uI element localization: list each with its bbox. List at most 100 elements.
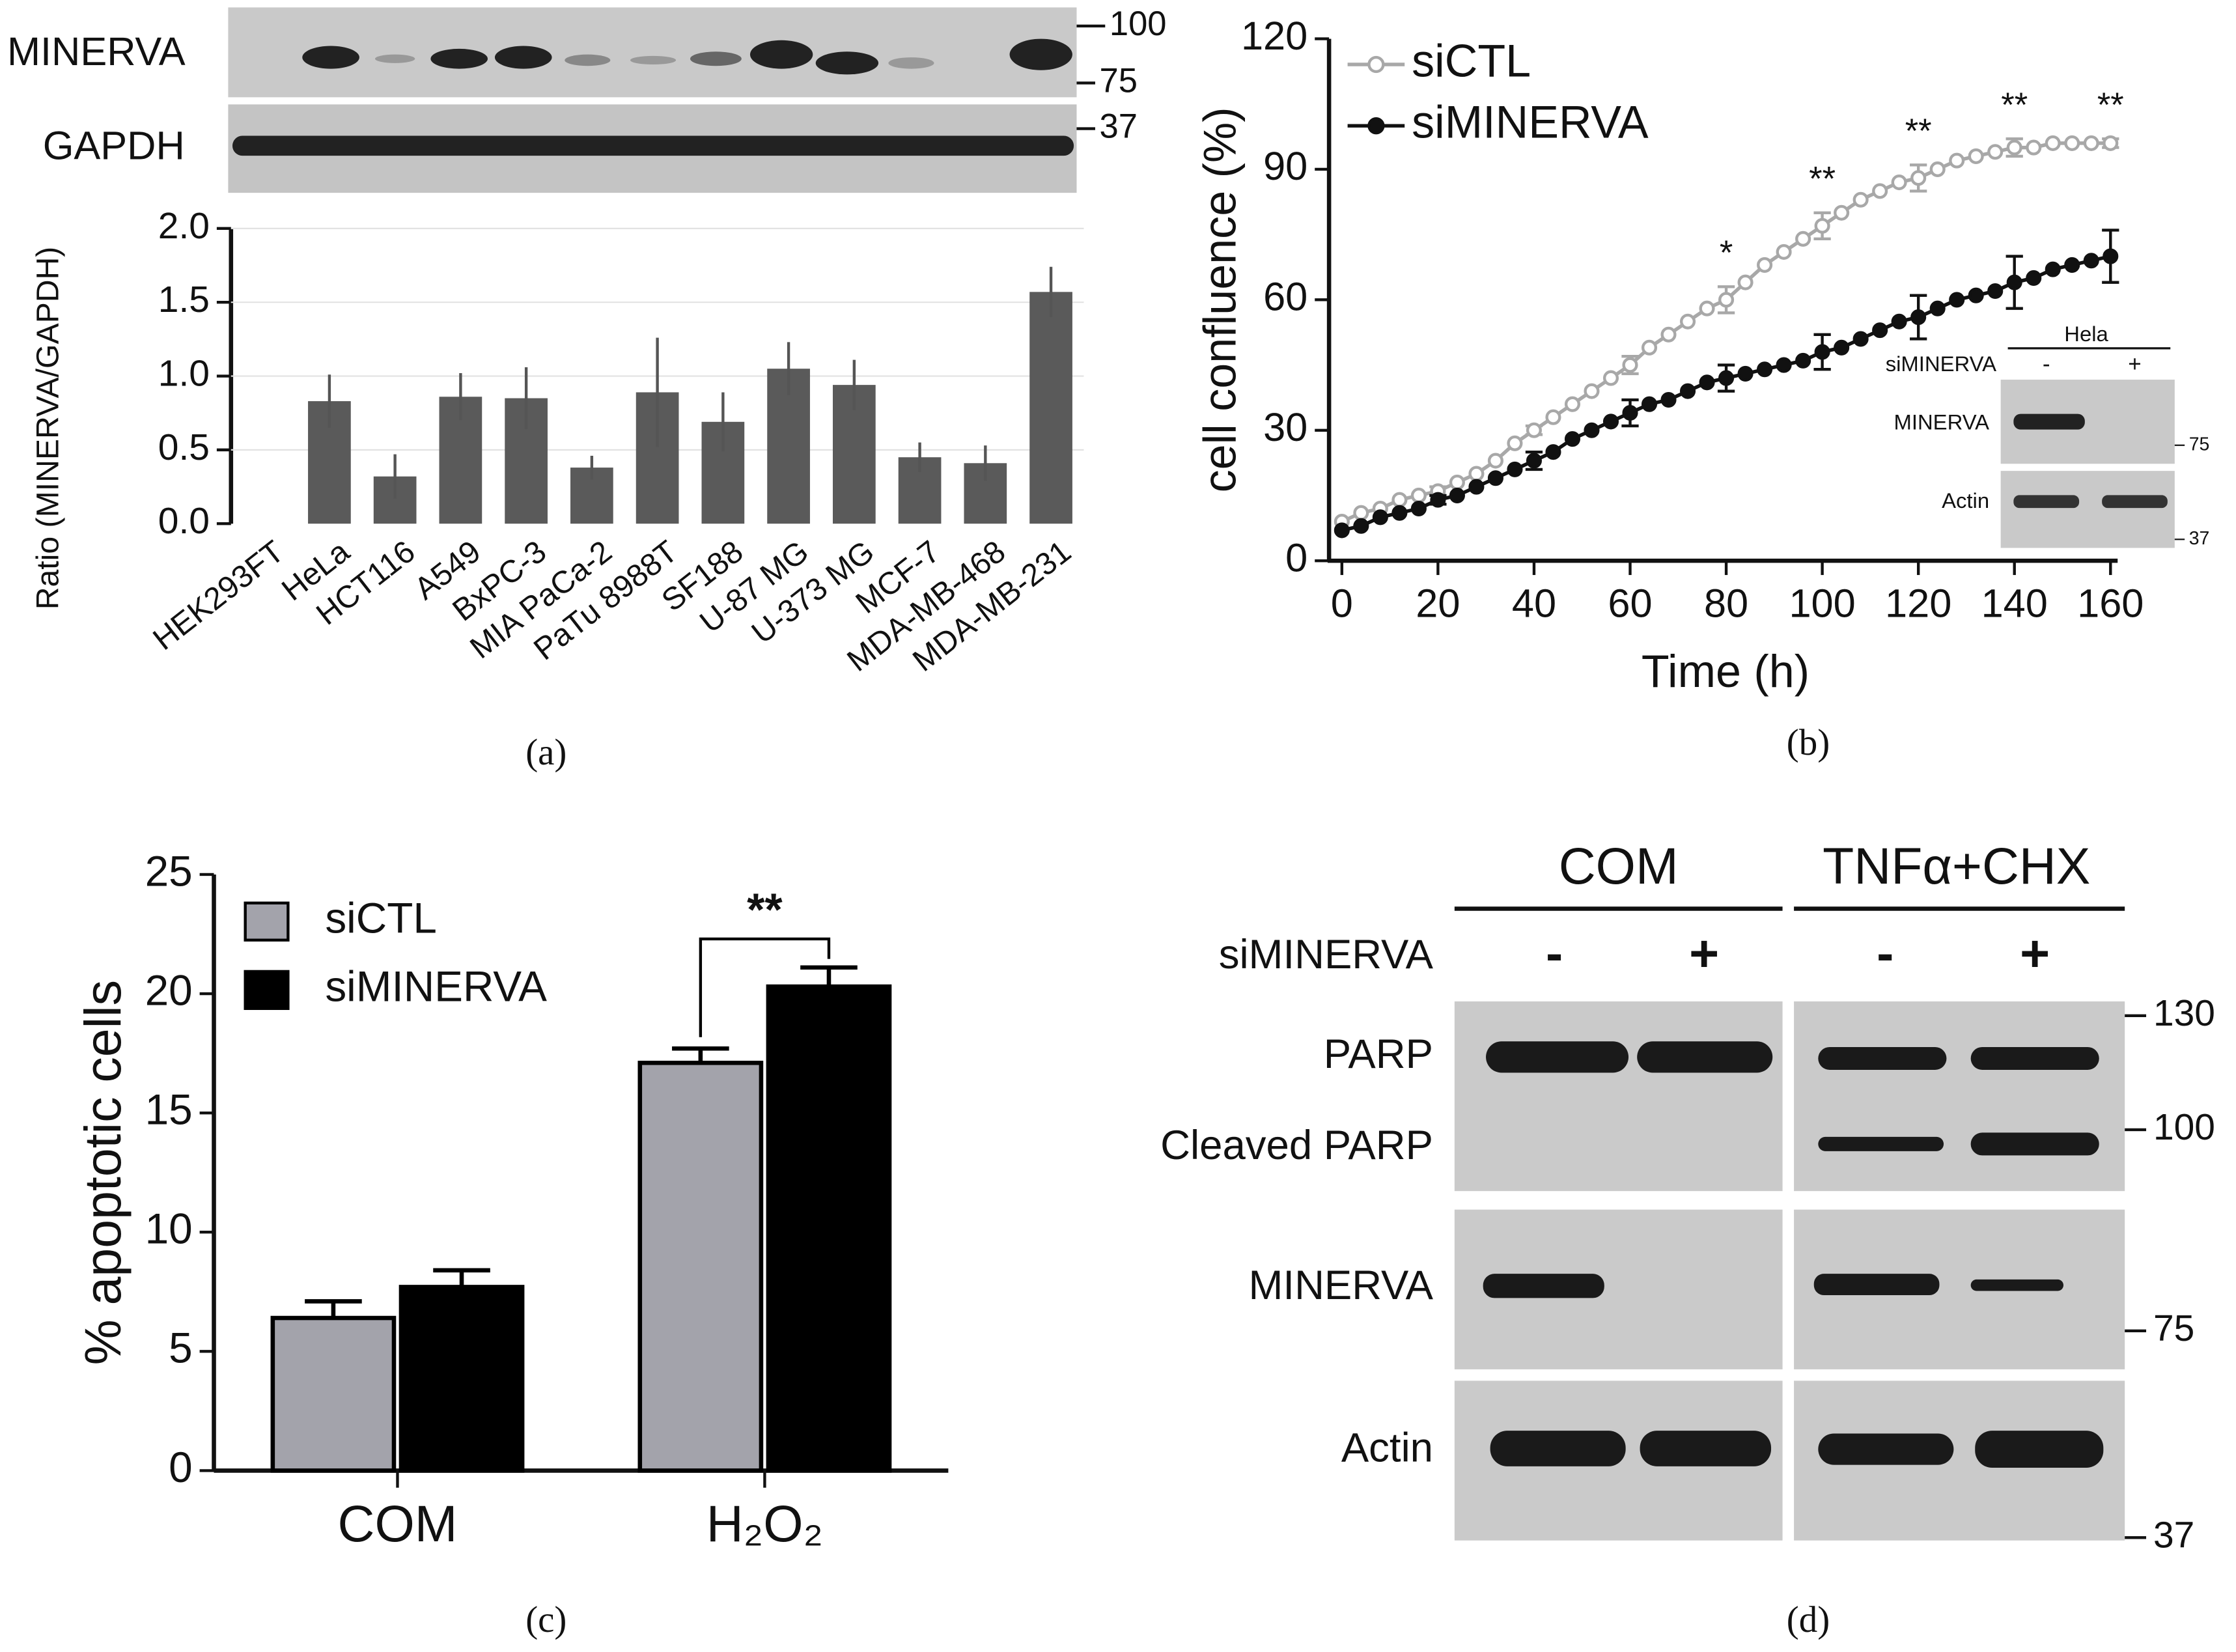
y-tick-label: 90 (1263, 143, 1307, 188)
blot-row-label: MINERVA (1249, 1263, 1434, 1308)
bar (398, 1285, 525, 1473)
point (2006, 139, 2022, 156)
point (2045, 135, 2061, 151)
y-tick-label: 20 (145, 966, 193, 1014)
series-line (1341, 141, 2111, 524)
blot-row-label: Actin (1341, 1425, 1433, 1471)
blot-row-label: MINERVA (7, 29, 186, 74)
lane-label: + (2020, 925, 2050, 982)
point (1507, 435, 1523, 451)
point (1814, 217, 1830, 234)
point (1891, 313, 1907, 329)
y-axis-label: Ratio (MINERVA/GAPDH) (30, 247, 65, 610)
band (374, 54, 415, 63)
point (1949, 292, 1965, 308)
band (1813, 1274, 1940, 1296)
x-tick-label: 100 (1789, 580, 1855, 625)
marker-ticks (2125, 1014, 2147, 1539)
legend-label: siCTL (1412, 36, 1531, 87)
blot-row-label: GAPDH (43, 122, 185, 167)
point (1602, 370, 1619, 386)
bar (637, 1060, 764, 1473)
point (2026, 139, 2042, 156)
point (1834, 339, 1850, 356)
panel-label: (c) (525, 1599, 566, 1640)
point (1872, 183, 1888, 199)
lane-label: + (1689, 925, 1719, 982)
legend-label: siMINERVA (1412, 97, 1649, 148)
y-tick-label: 1.5 (158, 279, 210, 320)
blot-title: Hela (2064, 322, 2108, 346)
point (1872, 322, 1888, 339)
blot-row-label: MINERVA (1894, 410, 1989, 434)
band (1970, 1279, 2064, 1291)
band (815, 51, 879, 75)
point (2083, 253, 2099, 269)
point (1641, 396, 1658, 412)
point (1449, 487, 1465, 504)
point (1410, 487, 1427, 504)
legend-marker (1367, 55, 1385, 74)
band (565, 54, 611, 66)
point (1545, 444, 1561, 460)
band (302, 46, 359, 69)
point (1564, 396, 1581, 412)
blot-membrane (1454, 1001, 1783, 1192)
point (1660, 391, 1677, 408)
point (1410, 500, 1427, 517)
y-tick-label: 0 (169, 1444, 193, 1491)
y-tick-label: 0 (1285, 535, 1307, 580)
marker-label: 100 (1110, 5, 1167, 43)
significance-label: ** (747, 884, 783, 935)
group-label: TNFα+CHX (1823, 837, 2090, 895)
point (1679, 313, 1696, 329)
legend-swatch (244, 901, 290, 942)
point (1718, 292, 1735, 308)
point (1891, 174, 1907, 191)
point (1852, 191, 1869, 208)
point (1526, 422, 1542, 438)
bands (232, 38, 1074, 156)
band (1486, 1041, 1629, 1073)
x-tick-label: 20 (1416, 580, 1460, 625)
point (1468, 466, 1485, 482)
band (1970, 1046, 2099, 1070)
significance-label: ** (2097, 86, 2124, 124)
blot-membrane (1794, 1001, 2125, 1192)
point (1737, 274, 1754, 290)
x-tick-label: HEK293FT (147, 534, 290, 657)
y-tick-label: 10 (145, 1205, 193, 1253)
point (2103, 135, 2119, 151)
y-tick-label: 60 (1263, 274, 1307, 319)
blot-row-label: PARP (1324, 1031, 1433, 1077)
point (1334, 522, 1350, 539)
x-tick-label: 60 (1608, 580, 1652, 625)
point (2083, 135, 2099, 151)
marker-label: 37 (1100, 107, 1138, 145)
band (1818, 1433, 1954, 1465)
blot-row-label: Cleaved PARP (1160, 1123, 1433, 1168)
band (1640, 1431, 1772, 1466)
marker-label: 75 (2189, 434, 2210, 455)
band (494, 46, 552, 69)
marker-label: 100 (2153, 1106, 2215, 1148)
point (2103, 248, 2119, 264)
point (1507, 461, 1523, 477)
x-axis-label: Time (h) (1642, 646, 1810, 697)
point (2064, 135, 2080, 151)
band (1975, 1431, 2104, 1468)
band (1483, 1274, 1604, 1298)
band (749, 40, 813, 69)
group-label: COM (1559, 837, 1679, 895)
point (1834, 204, 1850, 221)
y-axis-label: % apoptotic cells (74, 980, 132, 1365)
blot-a: MINERVA GAPDH 100 75 37 (7, 5, 1167, 193)
point (1449, 474, 1465, 490)
point (1391, 505, 1408, 521)
band (888, 57, 934, 69)
marker-label: 37 (2189, 528, 2210, 549)
y-tick-label: 30 (1263, 404, 1307, 449)
point (1929, 161, 1946, 178)
legend-marker (1367, 117, 1385, 135)
band (1818, 1136, 1944, 1151)
